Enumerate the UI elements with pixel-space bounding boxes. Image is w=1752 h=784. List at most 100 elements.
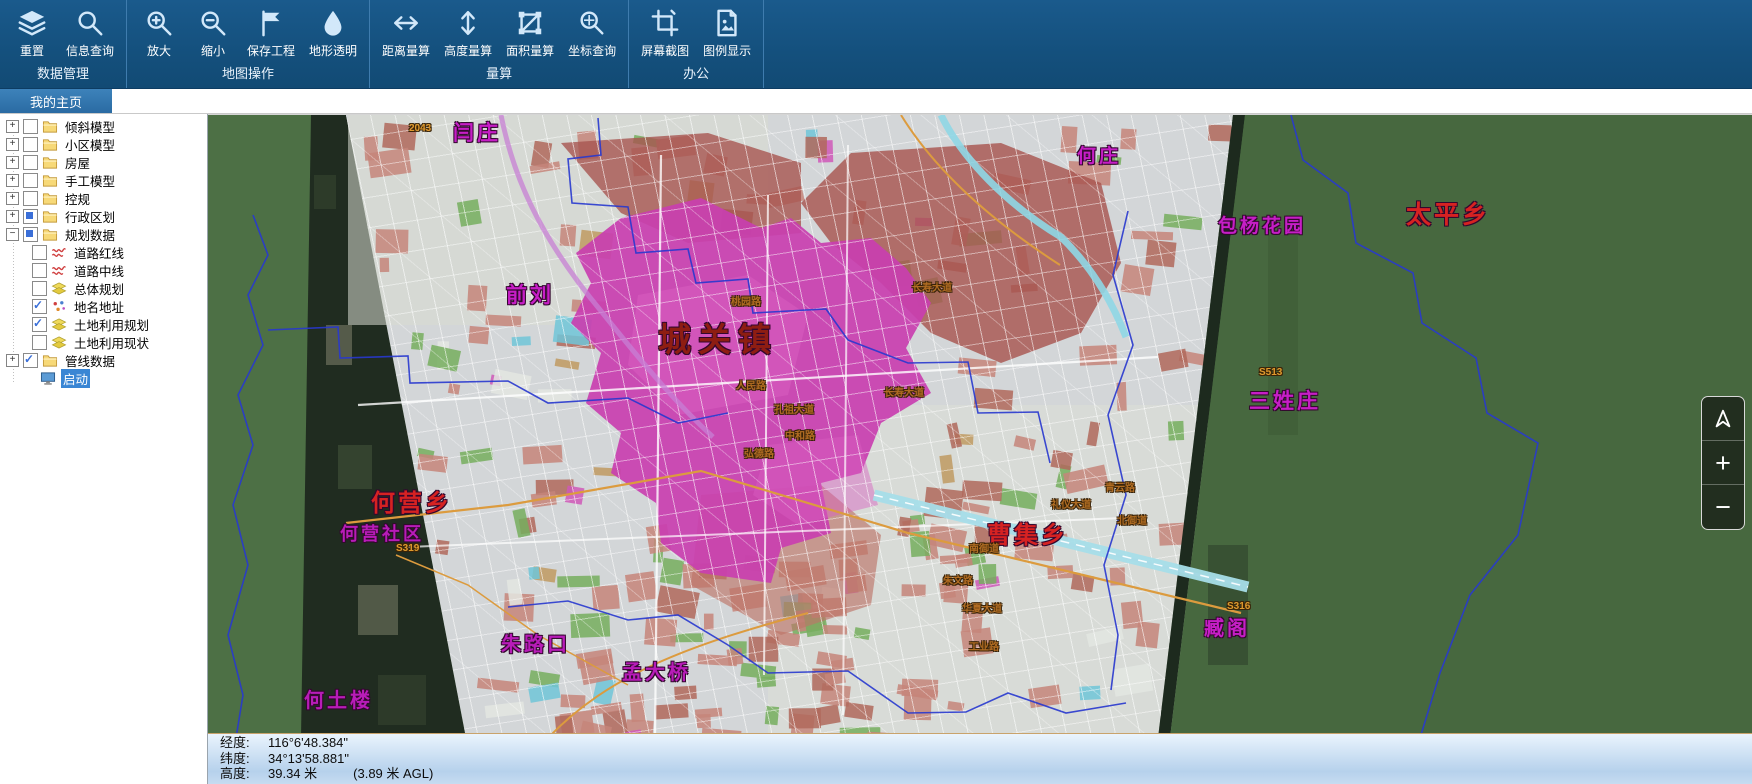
height-value: 39.34 米: [268, 766, 318, 781]
layer-tree-item-总体规划[interactable]: 总体规划: [0, 279, 207, 297]
layer-checkbox[interactable]: [23, 190, 38, 206]
ribbon-button-label: 保存工程: [247, 44, 296, 58]
ribbon-group-label: 地图操作: [222, 66, 275, 81]
folder-icon: [42, 227, 59, 242]
longitude-label: 经度:: [220, 735, 250, 750]
layer-tree-item-地名地址[interactable]: 地名地址: [0, 297, 207, 315]
layer-checkbox[interactable]: [32, 316, 47, 332]
layer-label: 规划数据: [65, 228, 116, 243]
layer-tree-item-土地利用现状[interactable]: 土地利用现状: [0, 333, 207, 351]
expand-icon[interactable]: +: [6, 137, 19, 151]
ribbon-button-label: 放大: [147, 44, 172, 58]
folder-icon: [42, 137, 59, 152]
expand-icon[interactable]: +: [6, 173, 19, 187]
layer-checkbox[interactable]: [23, 154, 38, 170]
height-label: 高度:: [220, 766, 250, 781]
layer-checkbox[interactable]: [23, 226, 38, 242]
layer-label: 房屋: [65, 156, 91, 171]
layer-checkbox[interactable]: [23, 172, 38, 188]
zoom-in-icon: [142, 6, 176, 40]
layer-label: 手工模型: [65, 174, 116, 189]
zoom-out-button[interactable]: −: [1702, 485, 1744, 529]
expand-icon[interactable]: +: [6, 191, 19, 205]
collapse-icon[interactable]: −: [6, 227, 19, 241]
layer-checkbox[interactable]: [23, 118, 38, 134]
layer-label: 小区模型: [65, 138, 116, 153]
polygon-area-icon: [513, 6, 547, 40]
ribbon-button-height-arrow[interactable]: 高度量算: [440, 4, 496, 61]
layer-tree-item-行政区划[interactable]: + 行政区划: [0, 207, 207, 225]
layer-checkbox[interactable]: [32, 244, 47, 260]
compass-north-button[interactable]: [1702, 397, 1744, 441]
longitude-value: 116°6'48.384": [268, 735, 349, 750]
ribbon-button-label: 坐标查询: [568, 44, 617, 58]
layer-label: 管线数据: [65, 354, 116, 369]
expand-icon[interactable]: +: [6, 119, 19, 133]
ribbon-button-label: 地形透明: [309, 44, 358, 58]
layer-checkbox[interactable]: [32, 298, 47, 314]
layer-label: 道路红线: [74, 246, 125, 261]
latitude-label: 纬度:: [220, 750, 250, 766]
folder-icon: [42, 209, 59, 224]
ribbon-button-coordinate-search[interactable]: 坐标查询: [564, 4, 620, 61]
zoom-in-button[interactable]: +: [1702, 441, 1744, 485]
expand-icon[interactable]: +: [6, 155, 19, 169]
layer-label: 地名地址: [74, 300, 125, 315]
points-icon: [51, 299, 68, 314]
ribbon-group-label: 数据管理: [37, 66, 90, 81]
layer-tree-item-手工模型[interactable]: + 手工模型: [0, 171, 207, 189]
layer-tree-item-倾斜模型[interactable]: + 倾斜模型: [0, 117, 207, 135]
ribbon-button-distance-arrow[interactable]: 距离量算: [378, 4, 434, 61]
layer-tree-item-规划数据[interactable]: − 规划数据: [0, 225, 207, 243]
folder-icon: [42, 353, 59, 368]
ribbon-button-water-drop[interactable]: 地形透明: [305, 4, 361, 61]
layer-tree-item-房屋[interactable]: + 房屋: [0, 153, 207, 171]
layer-checkbox[interactable]: [32, 334, 47, 350]
ribbon-button-flag[interactable]: 保存工程: [243, 4, 299, 61]
ribbon-group-buttons: 重置 信息查询: [8, 4, 118, 61]
layers-icon: [51, 335, 68, 350]
layer-label: 启动: [61, 368, 91, 388]
layer-tree-panel: + 倾斜模型 + 小区模型 + 房屋 + 手工模型 + 控规 + 行政区划 − 规划数据 道路红线 道路中线总…: [0, 114, 208, 784]
layer-tree-item-控规[interactable]: + 控规: [0, 189, 207, 207]
map-zoom-control: + −: [1701, 396, 1745, 530]
ribbon-button-label: 重置: [19, 44, 44, 58]
ribbon-group-1: 重置 信息查询数据管理: [0, 0, 128, 88]
layer-tree-item-道路红线[interactable]: 道路红线: [0, 243, 207, 261]
tab-my-homepage[interactable]: 我的主页: [0, 89, 113, 113]
ribbon-group-3: 距离量算 高度量算 面积量算 坐标查询 量算: [370, 0, 630, 88]
ribbon-button-label: 信息查询: [66, 44, 115, 58]
ribbon-button-zoom-in[interactable]: 放大: [135, 4, 183, 61]
expand-icon[interactable]: +: [6, 209, 19, 223]
layer-tree-item-道路中线[interactable]: 道路中线: [0, 261, 207, 279]
ribbon-button-screenshot-crop[interactable]: 屏幕截图: [637, 4, 693, 61]
folder-icon: [42, 155, 59, 170]
coordinate-status-bar: 经度: 116°6'48.384" 纬度: 34°13'58.881" 高度: …: [208, 733, 1752, 784]
layers-icon: [51, 281, 68, 296]
layer-tree-item-启动[interactable]: 启动: [0, 368, 207, 388]
ribbon-group-buttons: 距离量算 高度量算 面积量算 坐标查询: [378, 4, 620, 61]
layer-checkbox[interactable]: [32, 262, 47, 278]
status-latitude-row: 纬度: 34°13'58.881": [208, 751, 1752, 767]
ribbon-button-zoom-out[interactable]: 缩小: [189, 4, 237, 61]
ribbon-button-layers-reset[interactable]: 重置: [8, 4, 56, 61]
flag-icon: [254, 6, 288, 40]
ribbon-group-4: 屏幕截图 图例显示 办公: [629, 0, 765, 88]
ribbon-button-polygon-area[interactable]: 面积量算: [502, 4, 558, 61]
layer-checkbox[interactable]: [23, 352, 38, 368]
layer-tree-item-土地利用规划[interactable]: 土地利用规划: [0, 315, 207, 333]
layer-checkbox[interactable]: [32, 280, 47, 296]
main-body: + 倾斜模型 + 小区模型 + 房屋 + 手工模型 + 控规 + 行政区划 − 规划数据 道路红线 道路中线总…: [0, 114, 1752, 784]
layer-tree-item-管线数据[interactable]: + 管线数据: [0, 351, 207, 369]
folder-icon: [42, 119, 59, 134]
map-viewport[interactable]: 闫庄 何庄 太平乡 包杨花园 前刘 城关镇 三姓庄 何营乡 何营社区 曹集乡 臧阁 朱路口 孟大桥 何土楼…: [208, 114, 1752, 784]
road-line-icon: [51, 263, 68, 278]
layer-tree-item-小区模型[interactable]: + 小区模型: [0, 135, 207, 153]
ribbon-button-search[interactable]: 信息查询: [62, 4, 118, 61]
map-roads-boundaries: [227, 115, 1539, 738]
layer-checkbox[interactable]: [23, 136, 38, 152]
ribbon-button-legend-image[interactable]: 图例显示: [699, 4, 755, 61]
expand-icon[interactable]: +: [6, 353, 19, 367]
layer-checkbox[interactable]: [23, 208, 38, 224]
street-grid-overlay: [346, 115, 1233, 738]
